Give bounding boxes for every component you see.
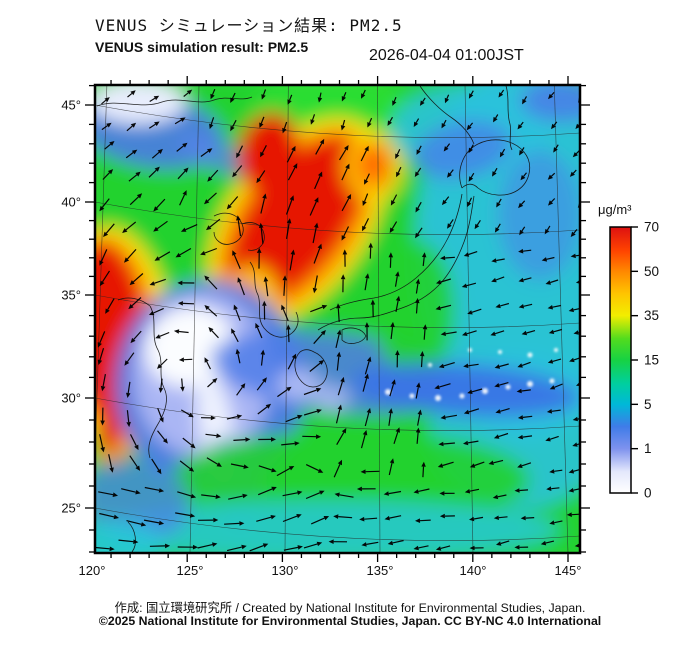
credit-line: 作成: 国立環境研究所 / Created by National Instit… [114, 601, 586, 615]
colorbar-tick-label: 70 [644, 220, 659, 235]
longitude-line [284, 85, 289, 553]
graticule [95, 85, 580, 553]
colorbar: μg/m³ 70 50 35 15 5 1 0 [598, 202, 659, 501]
lon-axis-labels: 120° 125° 130° 135° 140° 145° [79, 563, 582, 578]
timestamp-label: 2026-04-04 01:00JST [369, 47, 524, 64]
longitude-line [554, 85, 569, 553]
cloud-speckles [385, 348, 558, 401]
lon-label: 140° [460, 563, 487, 578]
latitude-line [95, 507, 580, 541]
colorbar-tick-labels: 70 50 35 15 5 1 0 [644, 220, 659, 501]
copyright-line: ©2025 National Institute for Environment… [98, 614, 602, 628]
latitude-line [95, 294, 580, 328]
colorbar-tick-label: 15 [644, 353, 659, 368]
axis-ticks [85, 76, 590, 562]
lon-label: 135° [367, 563, 394, 578]
colorbar-unit-label: μg/m³ [598, 202, 632, 217]
colorbar-ticks [631, 226, 638, 494]
concentration-field [95, 85, 580, 553]
colorbar-tick-label: 0 [644, 486, 652, 501]
title-japanese: VENUS シミュレーション結果: PM2.5 [95, 16, 403, 35]
longitude-line [464, 85, 474, 553]
wind-vector-arrows [95, 88, 580, 552]
latitude-line [95, 201, 580, 235]
colorbar-tick-label: 1 [644, 441, 652, 456]
longitude-line [95, 85, 108, 469]
lat-label: 35° [61, 288, 81, 303]
lon-label: 120° [79, 563, 106, 578]
lat-label: 45° [61, 98, 81, 113]
lon-label: 130° [272, 563, 299, 578]
title-english: VENUS simulation result: PM2.5 [95, 39, 309, 55]
lon-label: 125° [177, 563, 204, 578]
lat-label: 40° [61, 195, 81, 210]
lat-label: 30° [61, 391, 81, 406]
wind-arrow-shafts [95, 88, 580, 552]
longitude-line [189, 85, 200, 553]
lon-label: 145° [555, 563, 582, 578]
colorbar-tick-label: 5 [644, 397, 652, 412]
latitude-line [95, 104, 580, 138]
lat-label: 25° [61, 501, 81, 516]
lat-axis-labels: 45° 40° 35° 30° 25° [61, 98, 81, 516]
longitude-line [377, 85, 381, 553]
map-frame [93, 83, 582, 555]
coastlines [96, 85, 531, 553]
colorbar-tick-label: 35 [644, 308, 659, 323]
wind-arrow-heads [97, 89, 580, 552]
colorbar-gradient-bar [609, 226, 632, 494]
latitude-line [95, 397, 580, 431]
colorbar-tick-label: 50 [644, 264, 659, 279]
